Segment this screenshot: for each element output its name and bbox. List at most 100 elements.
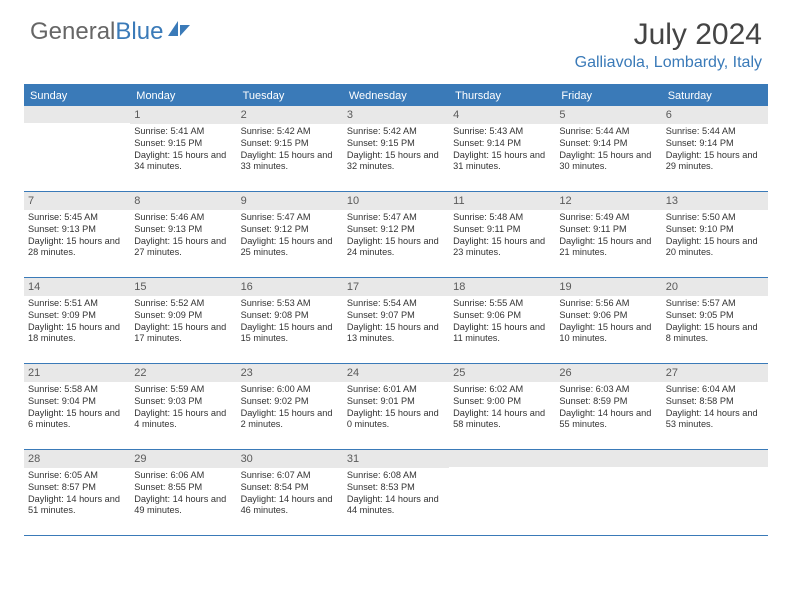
day-number: 29 (130, 450, 236, 468)
daylight-text: Daylight: 15 hours and 11 minutes. (453, 322, 551, 346)
day-number: 22 (130, 364, 236, 382)
day-cell: 10Sunrise: 5:47 AMSunset: 9:12 PMDayligh… (343, 192, 449, 277)
day-cell: 18Sunrise: 5:55 AMSunset: 9:06 PMDayligh… (449, 278, 555, 363)
day-cell: 22Sunrise: 5:59 AMSunset: 9:03 PMDayligh… (130, 364, 236, 449)
daylight-text: Daylight: 15 hours and 31 minutes. (453, 150, 551, 174)
sunset-text: Sunset: 9:14 PM (666, 138, 764, 150)
sunrise-text: Sunrise: 6:04 AM (666, 384, 764, 396)
sunrise-text: Sunrise: 5:51 AM (28, 298, 126, 310)
sunset-text: Sunset: 8:54 PM (241, 482, 339, 494)
day-cell: 12Sunrise: 5:49 AMSunset: 9:11 PMDayligh… (555, 192, 661, 277)
daylight-text: Daylight: 14 hours and 53 minutes. (666, 408, 764, 432)
page-header: GeneralBlue July 2024 Galliavola, Lombar… (0, 0, 792, 78)
title-block: July 2024 Galliavola, Lombardy, Italy (575, 18, 762, 72)
day-cell (555, 450, 661, 535)
sunrise-text: Sunrise: 5:58 AM (28, 384, 126, 396)
day-number: 23 (237, 364, 343, 382)
day-number: 15 (130, 278, 236, 296)
sunrise-text: Sunrise: 5:54 AM (347, 298, 445, 310)
sunrise-text: Sunrise: 5:44 AM (559, 126, 657, 138)
day-cell: 7Sunrise: 5:45 AMSunset: 9:13 PMDaylight… (24, 192, 130, 277)
daylight-text: Daylight: 14 hours and 49 minutes. (134, 494, 232, 518)
sunrise-text: Sunrise: 5:57 AM (666, 298, 764, 310)
daylight-text: Daylight: 15 hours and 17 minutes. (134, 322, 232, 346)
day-number: 25 (449, 364, 555, 382)
weekday-header: Sunday (24, 86, 130, 106)
day-cell: 28Sunrise: 6:05 AMSunset: 8:57 PMDayligh… (24, 450, 130, 535)
sunrise-text: Sunrise: 5:52 AM (134, 298, 232, 310)
day-cell: 9Sunrise: 5:47 AMSunset: 9:12 PMDaylight… (237, 192, 343, 277)
daylight-text: Daylight: 14 hours and 46 minutes. (241, 494, 339, 518)
day-number: 9 (237, 192, 343, 210)
sunrise-text: Sunrise: 6:00 AM (241, 384, 339, 396)
weekday-header: Tuesday (237, 86, 343, 106)
daylight-text: Daylight: 14 hours and 51 minutes. (28, 494, 126, 518)
weekday-header: Monday (130, 86, 236, 106)
daylight-text: Daylight: 15 hours and 4 minutes. (134, 408, 232, 432)
daylight-text: Daylight: 15 hours and 30 minutes. (559, 150, 657, 174)
day-number: 17 (343, 278, 449, 296)
sunrise-text: Sunrise: 5:56 AM (559, 298, 657, 310)
day-cell: 6Sunrise: 5:44 AMSunset: 9:14 PMDaylight… (662, 106, 768, 191)
day-cell: 5Sunrise: 5:44 AMSunset: 9:14 PMDaylight… (555, 106, 661, 191)
sunrise-text: Sunrise: 5:43 AM (453, 126, 551, 138)
sunset-text: Sunset: 9:06 PM (559, 310, 657, 322)
day-cell: 29Sunrise: 6:06 AMSunset: 8:55 PMDayligh… (130, 450, 236, 535)
sunrise-text: Sunrise: 5:55 AM (453, 298, 551, 310)
sunrise-text: Sunrise: 6:01 AM (347, 384, 445, 396)
logo: GeneralBlue (30, 18, 192, 46)
week-row: 1Sunrise: 5:41 AMSunset: 9:15 PMDaylight… (24, 106, 768, 192)
location-subtitle: Galliavola, Lombardy, Italy (575, 54, 762, 72)
sunset-text: Sunset: 9:14 PM (453, 138, 551, 150)
sunrise-text: Sunrise: 5:45 AM (28, 212, 126, 224)
day-number: 19 (555, 278, 661, 296)
day-cell: 2Sunrise: 5:42 AMSunset: 9:15 PMDaylight… (237, 106, 343, 191)
sunrise-text: Sunrise: 5:47 AM (347, 212, 445, 224)
day-number: 30 (237, 450, 343, 468)
daylight-text: Daylight: 15 hours and 34 minutes. (134, 150, 232, 174)
day-cell (24, 106, 130, 191)
daylight-text: Daylight: 15 hours and 6 minutes. (28, 408, 126, 432)
sunset-text: Sunset: 9:15 PM (241, 138, 339, 150)
sunset-text: Sunset: 8:59 PM (559, 396, 657, 408)
day-number: 7 (24, 192, 130, 210)
week-row: 14Sunrise: 5:51 AMSunset: 9:09 PMDayligh… (24, 278, 768, 364)
day-cell: 16Sunrise: 5:53 AMSunset: 9:08 PMDayligh… (237, 278, 343, 363)
empty-day-header (24, 106, 130, 123)
day-number: 12 (555, 192, 661, 210)
daylight-text: Daylight: 15 hours and 25 minutes. (241, 236, 339, 260)
day-number: 27 (662, 364, 768, 382)
day-cell: 1Sunrise: 5:41 AMSunset: 9:15 PMDaylight… (130, 106, 236, 191)
sunrise-text: Sunrise: 5:49 AM (559, 212, 657, 224)
logo-text-1: General (30, 18, 115, 46)
day-cell (662, 450, 768, 535)
daylight-text: Daylight: 15 hours and 23 minutes. (453, 236, 551, 260)
day-number: 1 (130, 106, 236, 124)
sunset-text: Sunset: 9:09 PM (134, 310, 232, 322)
sunset-text: Sunset: 9:13 PM (28, 224, 126, 236)
daylight-text: Daylight: 15 hours and 32 minutes. (347, 150, 445, 174)
day-cell: 19 Sunrise: 5:56 AMSunset: 9:06 PMDayligh… (555, 278, 661, 363)
day-number: 21 (24, 364, 130, 382)
sunrise-text: Sunrise: 5:46 AM (134, 212, 232, 224)
weekday-header: Wednesday (343, 86, 449, 106)
sunrise-text: Sunrise: 5:44 AM (666, 126, 764, 138)
sunset-text: Sunset: 8:58 PM (666, 396, 764, 408)
sunrise-text: Sunrise: 5:48 AM (453, 212, 551, 224)
daylight-text: Daylight: 15 hours and 13 minutes. (347, 322, 445, 346)
day-number: 13 (662, 192, 768, 210)
sunset-text: Sunset: 8:53 PM (347, 482, 445, 494)
day-number: 6 (662, 106, 768, 124)
daylight-text: Daylight: 14 hours and 55 minutes. (559, 408, 657, 432)
sunset-text: Sunset: 9:06 PM (453, 310, 551, 322)
sunset-text: Sunset: 8:55 PM (134, 482, 232, 494)
daylight-text: Daylight: 15 hours and 2 minutes. (241, 408, 339, 432)
sunrise-text: Sunrise: 5:50 AM (666, 212, 764, 224)
sunset-text: Sunset: 9:10 PM (666, 224, 764, 236)
week-row: 28Sunrise: 6:05 AMSunset: 8:57 PMDayligh… (24, 450, 768, 536)
day-number: 20 (662, 278, 768, 296)
daylight-text: Daylight: 15 hours and 10 minutes. (559, 322, 657, 346)
daylight-text: Daylight: 15 hours and 27 minutes. (134, 236, 232, 260)
day-number: 28 (24, 450, 130, 468)
sunset-text: Sunset: 9:08 PM (241, 310, 339, 322)
